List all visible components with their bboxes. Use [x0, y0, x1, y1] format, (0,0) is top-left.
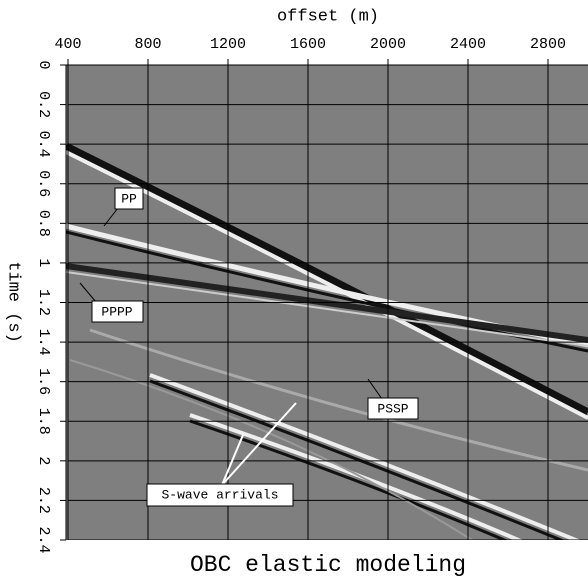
event [89, 328, 588, 472]
event [149, 373, 582, 540]
event [66, 142, 588, 416]
y-tick-label: 0 [35, 60, 52, 69]
x-tick-label: 2000 [370, 36, 406, 53]
annotations: PP PPPP PSSP S-wave arrivals [79, 187, 419, 507]
grid [67, 65, 588, 540]
label-box [367, 397, 419, 420]
seismic-events [66, 142, 588, 540]
y-tick-label: 1.8 [35, 408, 52, 435]
y-tick-label: 1.2 [35, 289, 52, 316]
pointer [103, 207, 119, 227]
event [69, 359, 474, 540]
y-axis-title: time (s) [4, 261, 23, 343]
pointer [221, 402, 297, 486]
x-tick-label: 1600 [290, 36, 326, 53]
x-tick-label: 2400 [450, 36, 486, 53]
x-tick-label: 400 [54, 36, 81, 53]
event [66, 271, 588, 347]
y-tick-label: 0.2 [35, 91, 52, 118]
y-tick-label: 0.4 [35, 131, 52, 158]
y-tick-label: 0.8 [35, 210, 52, 237]
y-tick-label: 2.2 [35, 487, 52, 514]
label-box [146, 483, 294, 507]
x-tick-label: 2800 [530, 36, 566, 53]
y-tick-label: 1.6 [35, 368, 52, 395]
x-axis-title: offset (m) [277, 7, 379, 26]
pointer [367, 378, 383, 400]
annotation: PSSP [377, 401, 408, 416]
label-box [114, 187, 144, 210]
y-tick-label: 2.4 [35, 526, 52, 553]
annotation: PP [121, 191, 137, 206]
x-tick-label: 1200 [210, 36, 246, 53]
chart-title: OBC elastic modeling [190, 552, 466, 578]
x-tick-label: 800 [134, 36, 161, 53]
event [149, 379, 565, 540]
label-box [91, 300, 144, 323]
event [189, 419, 509, 540]
y-tick-label: 0.6 [35, 170, 52, 197]
annotation: PPPP [101, 304, 132, 319]
event [66, 150, 588, 420]
event [189, 413, 524, 540]
annotation: S-wave arrivals [161, 487, 278, 502]
y-tick-label: 1.4 [35, 329, 52, 356]
pointer [221, 434, 244, 486]
event [66, 263, 588, 343]
y-tick-label: 1 [35, 258, 52, 267]
pointer [79, 282, 97, 303]
y-tick-label: 2 [35, 456, 52, 465]
